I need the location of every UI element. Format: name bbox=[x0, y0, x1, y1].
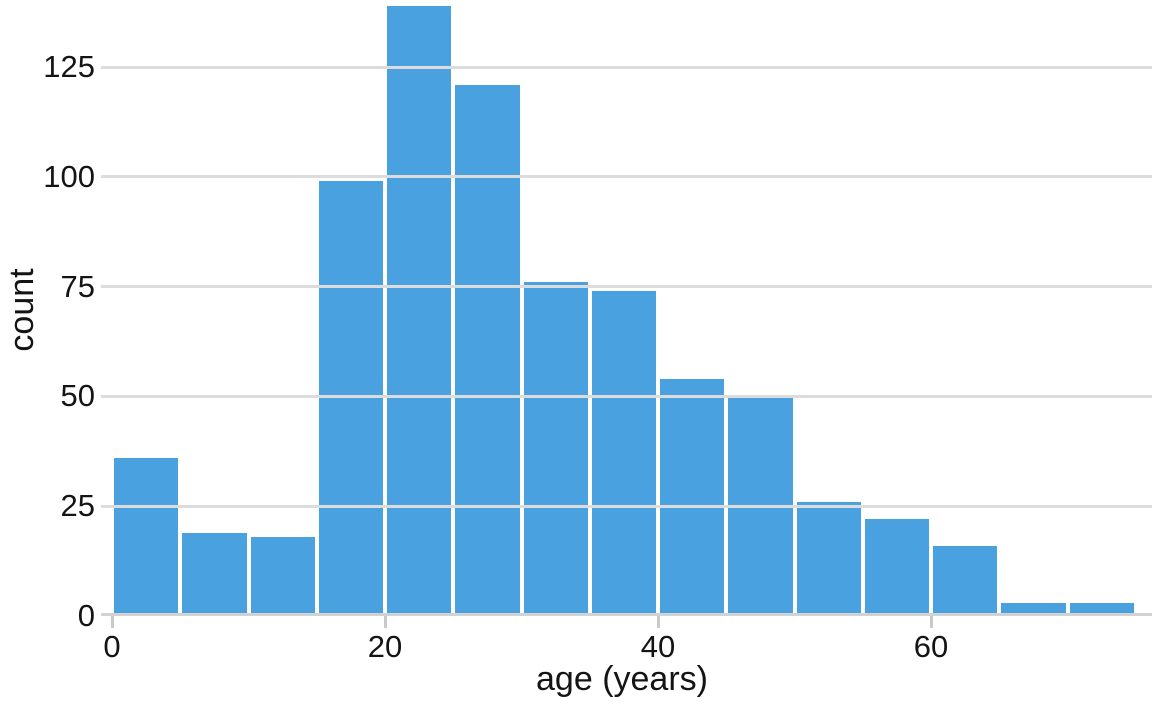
x-tick-mark bbox=[383, 616, 387, 628]
histogram-bar bbox=[1001, 602, 1066, 616]
y-tick-label: 75 bbox=[60, 268, 95, 304]
histogram-bar bbox=[796, 501, 861, 616]
histogram-bar bbox=[387, 5, 452, 616]
y-tick-label: 25 bbox=[60, 488, 95, 524]
y-gridline bbox=[101, 394, 1152, 398]
x-tick-label: 20 bbox=[367, 629, 403, 664]
y-gridline bbox=[101, 285, 1152, 289]
x-tick-mark bbox=[656, 616, 660, 628]
histogram-bar bbox=[182, 532, 247, 616]
histogram-bar bbox=[933, 545, 998, 616]
histogram-bar bbox=[114, 457, 179, 616]
y-tick-label: 50 bbox=[60, 378, 95, 414]
y-axis-title: count bbox=[3, 268, 41, 352]
x-axis-line bbox=[101, 613, 1152, 616]
x-tick-mark bbox=[929, 616, 933, 628]
y-tick-label: 100 bbox=[43, 158, 95, 194]
y-tick-label: 0 bbox=[77, 598, 95, 633]
y-gridline bbox=[101, 504, 1152, 508]
x-tick-label: 40 bbox=[640, 629, 676, 664]
histogram-bar bbox=[864, 519, 929, 616]
histogram-bar bbox=[318, 181, 383, 616]
x-tick-label: 0 bbox=[103, 629, 121, 664]
x-axis-title: age (years) bbox=[536, 660, 708, 698]
x-tick-mark bbox=[110, 616, 114, 628]
histogram-bar bbox=[591, 290, 656, 616]
histogram-bar bbox=[660, 378, 725, 616]
histogram-bar bbox=[250, 536, 315, 616]
y-gridline bbox=[101, 65, 1152, 69]
y-tick-label: 125 bbox=[43, 49, 95, 84]
x-tick-label: 60 bbox=[913, 629, 949, 664]
histogram-bar bbox=[455, 84, 520, 616]
histogram-bar bbox=[1069, 602, 1134, 616]
y-gridline bbox=[101, 175, 1152, 179]
histogram-bar bbox=[523, 282, 588, 616]
